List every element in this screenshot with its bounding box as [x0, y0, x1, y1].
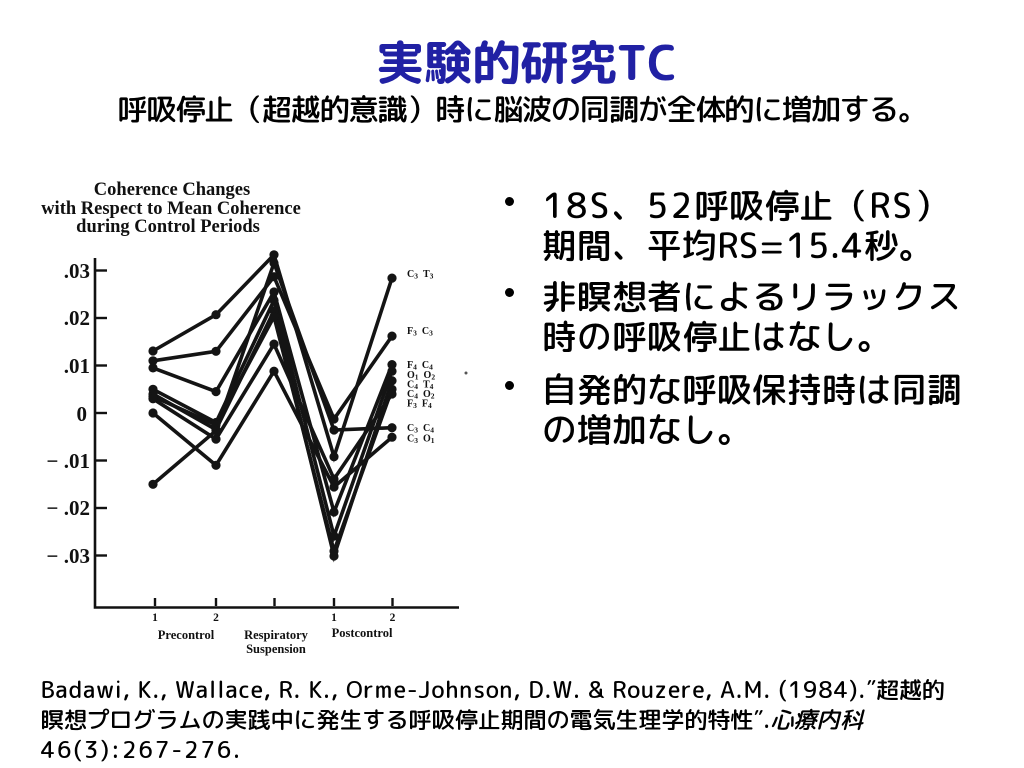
svg-text:Coherence Changes: Coherence Changes: [94, 180, 250, 200]
svg-text:with Respect to Mean Coherence: with Respect to Mean Coherence: [41, 199, 301, 219]
svg-text:− .02: − .02: [47, 496, 90, 520]
svg-text:Suspension: Suspension: [246, 642, 306, 656]
svg-text:.01: .01: [64, 354, 90, 378]
svg-text:0: 0: [77, 402, 88, 426]
svg-text:during Control Periods: during Control Periods: [76, 217, 260, 237]
svg-text:1: 1: [331, 612, 337, 624]
svg-text:− .01: − .01: [47, 449, 90, 473]
svg-text:.03: .03: [64, 259, 90, 283]
svg-text:2: 2: [213, 612, 219, 624]
svg-text:1: 1: [152, 612, 158, 624]
svg-text:− .03: − .03: [47, 544, 90, 568]
svg-text:.02: .02: [64, 306, 90, 330]
svg-text:2: 2: [390, 612, 396, 624]
svg-text:Precontrol: Precontrol: [158, 628, 215, 642]
svg-text:Respiratory: Respiratory: [244, 628, 309, 642]
svg-text:Postcontrol: Postcontrol: [332, 626, 393, 640]
